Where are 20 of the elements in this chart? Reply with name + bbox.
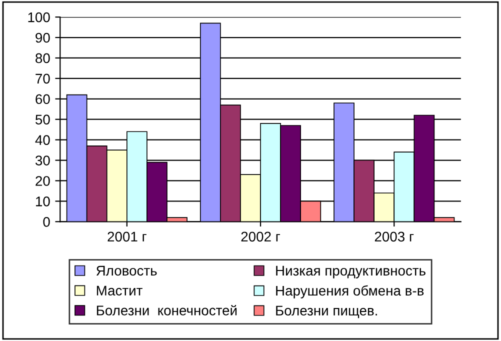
x-tick-label: 2003 г	[374, 232, 414, 242]
legend-label: Яловость	[96, 266, 157, 276]
y-tick-label: 50	[36, 114, 50, 125]
legend-label: Мастит	[96, 286, 142, 296]
y-tick-label: 60	[36, 94, 50, 104]
y-tick-label: 90	[36, 32, 50, 43]
legend-label: Болезни конечностей	[96, 304, 237, 316]
y-tick-label: 70	[36, 74, 50, 84]
y-tick-label: 20	[36, 176, 50, 186]
x-tick-label: 2002 г	[241, 232, 280, 242]
y-tick-label: 10	[36, 196, 50, 206]
y-tick-label: 80	[36, 53, 50, 64]
legend-label: Низкая продуктивность	[276, 266, 426, 278]
legend-label: Болезни пищев.	[276, 306, 377, 318]
y-tick-label: 40	[35, 135, 50, 145]
y-tick-label: 30	[35, 156, 50, 166]
y-tick-label: 100	[28, 12, 50, 22]
x-tick-label: 2001 г	[108, 232, 146, 242]
y-tick-label: 0	[43, 216, 50, 227]
legend-label: Нарушения обмена в-в	[276, 285, 424, 298]
